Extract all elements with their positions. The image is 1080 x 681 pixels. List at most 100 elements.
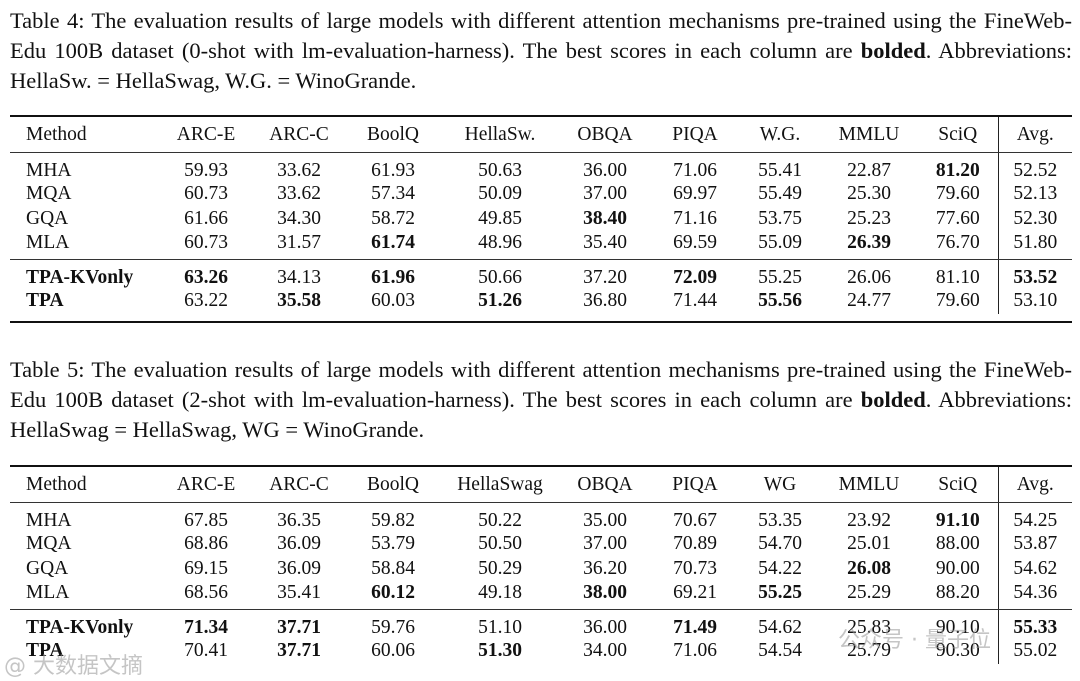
value-cell: 53.35 <box>758 510 802 531</box>
value-cell: 55.33 <box>997 605 1072 640</box>
value-cell: 57.34 <box>371 183 415 205</box>
value-cell: 49.85 <box>478 207 522 229</box>
value-cell: 70.89 <box>673 533 717 555</box>
table-row: MQA 60.73 33.62 57.34 50.09 37.00 69.97 55.49 25… <box>10 182 1072 207</box>
table4-header-rule <box>10 152 1072 153</box>
value-cell: 54.36 <box>997 580 1072 606</box>
value-cell: 55.25 <box>758 267 802 289</box>
table5: Method ARC-E ARC-C BoolQ HellaSwag OBQA PIQA WG… <box>10 467 1072 664</box>
value-cell: 67.85 <box>184 510 228 531</box>
table5-caption-post: . Abbreviations: HellaSwag = HellaSwag, … <box>10 387 1072 442</box>
value-cell: 37.00 <box>583 183 627 205</box>
value-cell: 90.10 <box>935 617 980 639</box>
value-cell: 91.10 <box>935 510 980 531</box>
table5-header-hellaswag: HellaSwag <box>457 473 543 495</box>
value-cell: 55.02 <box>997 639 1072 664</box>
value-cell: 34.30 <box>277 207 321 229</box>
value-cell: 25.79 <box>847 640 891 662</box>
method-cell: TPA-KVonly <box>26 267 134 289</box>
value-cell: 48.96 <box>478 231 522 253</box>
method-cell: MHA <box>26 160 72 181</box>
table4-header-arc-c: ARC-C <box>269 123 329 145</box>
value-cell: 53.75 <box>758 207 802 229</box>
value-cell: 37.20 <box>583 267 627 289</box>
value-cell: 25.01 <box>847 533 891 555</box>
value-cell: 68.56 <box>184 581 228 603</box>
table5-header-row: Method ARC-E ARC-C BoolQ HellaSwag OBQA PIQA WG… <box>10 467 1072 502</box>
value-cell: 79.60 <box>935 290 980 312</box>
value-cell: 55.56 <box>758 290 802 312</box>
value-cell: 76.70 <box>935 231 980 253</box>
value-cell: 36.00 <box>583 617 627 639</box>
method-cell: TPA <box>26 640 64 662</box>
table4-header-obqa: OBQA <box>577 123 633 145</box>
value-cell: 71.49 <box>673 617 717 639</box>
value-cell: 53.79 <box>371 533 415 555</box>
table4-group2: TPA-KVonly 63.26 34.13 61.96 50.66 37.20 72.09… <box>10 255 1072 314</box>
table5-header-boolq: BoolQ <box>366 473 419 495</box>
table-row: MHA 59.93 33.62 61.93 50.63 36.00 71.06 55.41 22… <box>10 152 1072 182</box>
table5-caption-pre: Table 5: The evaluation results of large… <box>10 357 1072 412</box>
value-cell: 35.41 <box>277 581 321 603</box>
table4-header-hellasw: HellaSw. <box>464 123 536 145</box>
value-cell: 53.10 <box>997 289 1072 314</box>
value-cell: 68.86 <box>184 533 228 555</box>
table5-header-piqa: PIQA <box>672 473 718 495</box>
value-cell: 37.00 <box>583 533 627 555</box>
value-cell: 61.93 <box>371 160 415 181</box>
value-cell: 25.23 <box>847 207 891 229</box>
table5-header-method: Method <box>26 473 87 495</box>
table4-header-mmlu: MMLU <box>838 123 900 145</box>
value-cell: 88.20 <box>935 581 980 603</box>
value-cell: 58.84 <box>371 557 415 579</box>
value-cell: 36.09 <box>277 533 321 555</box>
table4-caption-bold: bolded <box>860 38 926 63</box>
value-cell: 77.60 <box>935 207 980 229</box>
value-cell: 60.12 <box>371 581 415 603</box>
value-cell: 50.63 <box>478 160 522 181</box>
table5-group2: TPA-KVonly 71.34 37.71 59.76 51.10 36.00 71.49… <box>10 605 1072 664</box>
table4-header-arc-e: ARC-E <box>176 123 236 145</box>
value-cell: 35.58 <box>277 290 321 312</box>
value-cell: 36.20 <box>583 557 627 579</box>
value-cell: 50.22 <box>478 510 522 531</box>
value-cell: 31.57 <box>277 231 321 253</box>
value-cell: 37.71 <box>277 617 321 639</box>
value-cell: 71.34 <box>184 617 228 639</box>
value-cell: 59.76 <box>371 617 415 639</box>
value-cell: 61.74 <box>371 231 415 253</box>
value-cell: 51.80 <box>997 230 1072 256</box>
value-cell: 50.66 <box>478 267 522 289</box>
table4-caption: Table 4: The evaluation results of large… <box>10 6 1072 96</box>
value-cell: 36.09 <box>277 557 321 579</box>
value-cell: 88.00 <box>935 533 980 555</box>
value-cell: 24.77 <box>847 290 891 312</box>
value-cell: 35.40 <box>583 231 627 253</box>
table4-group1: MHA 59.93 33.62 61.93 50.63 36.00 71.06 55.41 22… <box>10 152 1072 256</box>
value-cell: 33.62 <box>277 160 321 181</box>
value-cell: 52.13 <box>997 182 1072 207</box>
method-cell: TPA <box>26 290 64 312</box>
value-cell: 55.49 <box>758 183 802 205</box>
value-cell: 72.09 <box>673 267 717 289</box>
value-cell: 70.67 <box>673 510 717 531</box>
value-cell: 54.62 <box>997 556 1072 581</box>
value-cell: 38.00 <box>583 581 627 603</box>
table4-header-piqa: PIQA <box>672 123 718 145</box>
value-cell: 25.30 <box>847 183 891 205</box>
table4-header-sciq: SciQ <box>938 123 978 145</box>
value-cell: 50.09 <box>478 183 522 205</box>
value-cell: 22.87 <box>847 160 891 181</box>
value-cell: 25.29 <box>847 581 891 603</box>
method-cell: TPA-KVonly <box>26 617 134 639</box>
value-cell: 55.09 <box>758 231 802 253</box>
value-cell: 63.22 <box>184 290 228 312</box>
value-cell: 69.15 <box>184 557 228 579</box>
value-cell: 51.10 <box>478 617 522 639</box>
value-cell: 81.20 <box>935 160 980 181</box>
value-cell: 71.16 <box>673 207 717 229</box>
table-row: GQA 69.15 36.09 58.84 50.29 36.20 70.73 54.22 26… <box>10 556 1072 581</box>
value-cell: 60.73 <box>184 183 228 205</box>
table4-header-method: Method <box>26 123 87 145</box>
method-cell: GQA <box>26 557 69 579</box>
